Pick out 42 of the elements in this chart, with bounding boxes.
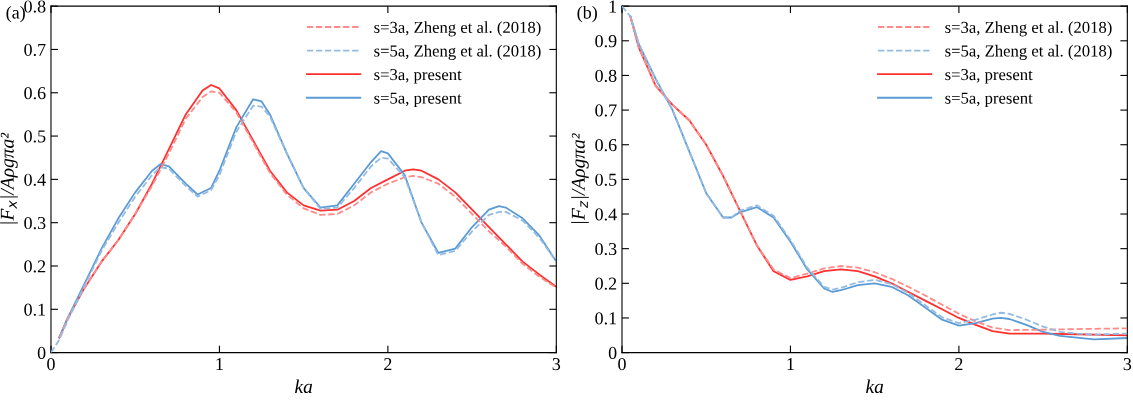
y-tick-label: 0.7 (24, 43, 46, 56)
y-tick-label: 0.8 (595, 69, 617, 82)
x-tick-label: 3 (1123, 358, 1132, 371)
x-tick-label: 0 (618, 357, 626, 371)
y-tick-label: 0 (37, 346, 46, 360)
legend-label: s=5a, Zheng et al. (2018) (945, 44, 1112, 61)
x-tick-label: 3 (552, 358, 561, 371)
y-tick-label: 0.1 (24, 303, 46, 316)
x-axis-title: ka (295, 379, 313, 394)
x-tick-label: 2 (955, 358, 963, 370)
y-tick-label: 0.4 (24, 173, 46, 186)
y-tick-label: 0.2 (24, 260, 46, 273)
legend-label: s=3a, present (374, 68, 462, 84)
y-tick-label: 0.5 (595, 173, 617, 186)
y-tick-label: 0.8 (24, 0, 46, 13)
legend-label: s=5a, present (945, 92, 1033, 108)
x-axis-title: ka (866, 379, 884, 394)
y-tick-label: 0.1 (595, 312, 617, 325)
y-tick-label: 0.6 (24, 87, 46, 100)
y-tick-label: 0 (608, 346, 617, 360)
legend-label: s=5a, present (374, 92, 462, 108)
chart-title: (b) (577, 5, 597, 23)
y-tick-label: 1 (609, 0, 617, 13)
y-tick-label: 0.4 (595, 208, 617, 221)
y-tick-label: 0.3 (595, 242, 617, 256)
y-axis-title: |F$_{x}$|/Aρgπa² (0, 132, 18, 224)
y-tick-label: 0.3 (24, 216, 46, 230)
legend-label: s=5a, Zheng et al. (2018) (374, 44, 541, 61)
legend-label: s=3a, Zheng et al. (2018) (374, 21, 541, 37)
legend-label: s=3a, Zheng et al. (2018) (945, 21, 1112, 37)
y-tick-label: 0.7 (595, 104, 617, 117)
x-tick-label: 1 (787, 358, 794, 370)
x-tick-label: 1 (216, 358, 223, 370)
legend-label: s=3a, present (945, 68, 1033, 84)
y-axis-title: |F$_{z}$|/Aρgπa² (571, 133, 589, 223)
y-tick-label: 0.5 (24, 130, 46, 143)
x-tick-label: 0 (47, 357, 55, 371)
y-tick-label: 0.9 (595, 35, 617, 48)
y-tick-label: 0.2 (595, 277, 617, 290)
x-tick-label: 2 (384, 358, 392, 370)
y-tick-label: 0.6 (595, 138, 617, 152)
chart-title: (a) (6, 5, 25, 23)
